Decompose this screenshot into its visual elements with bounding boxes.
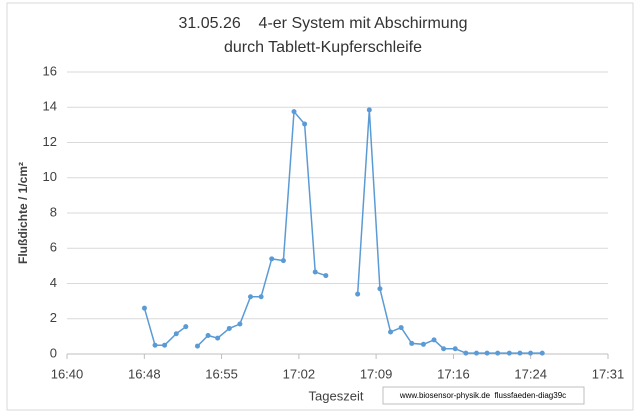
data-point [517,350,523,356]
data-point [291,109,297,115]
data-point [484,350,490,356]
y-tick-label: 6 [50,240,57,255]
annotation-box [382,386,585,405]
y-tick-label: 16 [43,63,57,78]
data-point [183,324,189,330]
data-point [463,350,469,356]
data-point [302,121,308,127]
data-point [398,325,404,331]
data-point [441,346,447,352]
x-tick-label: 16:40 [51,366,84,381]
data-point [377,286,383,292]
x-tick-label: 16:48 [128,366,161,381]
data-point [388,329,394,335]
data-point [237,321,243,327]
data-point [215,335,221,341]
data-point [205,332,211,338]
x-tick-label: 17:24 [514,366,547,381]
data-point [506,350,512,356]
data-point [194,343,200,349]
annotation: www.biosensor-physik.de flussfaeden-diag… [399,391,566,400]
y-tick-label: 14 [43,99,57,114]
data-point [162,342,168,348]
data-point [355,291,361,297]
data-point [323,273,329,279]
data-point [248,294,254,300]
data-point [420,341,426,347]
chart-border [6,2,634,411]
x-tick-label: 17:02 [283,366,316,381]
chart-title: durch Tablett-Kupferschleife [224,39,422,56]
data-point [312,269,318,275]
x-tick-label: 16:55 [205,366,238,381]
y-tick-label: 0 [50,345,57,360]
data-point [539,350,545,356]
data-point [452,346,458,352]
x-tick-label: 17:16 [437,366,470,381]
x-tick-label: 17:31 [592,366,625,381]
data-point [473,350,479,356]
data-point [141,305,147,311]
chart-title: 31.05.26 4-er System mit Abschirmung [178,15,467,32]
data-point [409,340,415,346]
data-point [173,331,179,337]
data-point [366,107,372,113]
y-tick-label: 8 [50,204,57,219]
y-tick-label: 12 [43,134,57,149]
data-point [495,350,501,356]
y-tick-label: 4 [50,275,57,290]
data-point [152,342,158,348]
y-tick-label: 2 [50,310,57,325]
y-tick-label: 10 [43,169,57,184]
data-point [431,337,437,343]
data-point [258,294,264,300]
data-point [226,325,232,331]
x-axis-label: Tageszeit [309,388,364,403]
y-axis-label: Flußdichte / 1/cm² [16,162,30,264]
data-point [269,256,275,262]
x-tick-label: 17:09 [360,366,393,381]
data-point [528,350,534,356]
data-point [280,258,286,264]
